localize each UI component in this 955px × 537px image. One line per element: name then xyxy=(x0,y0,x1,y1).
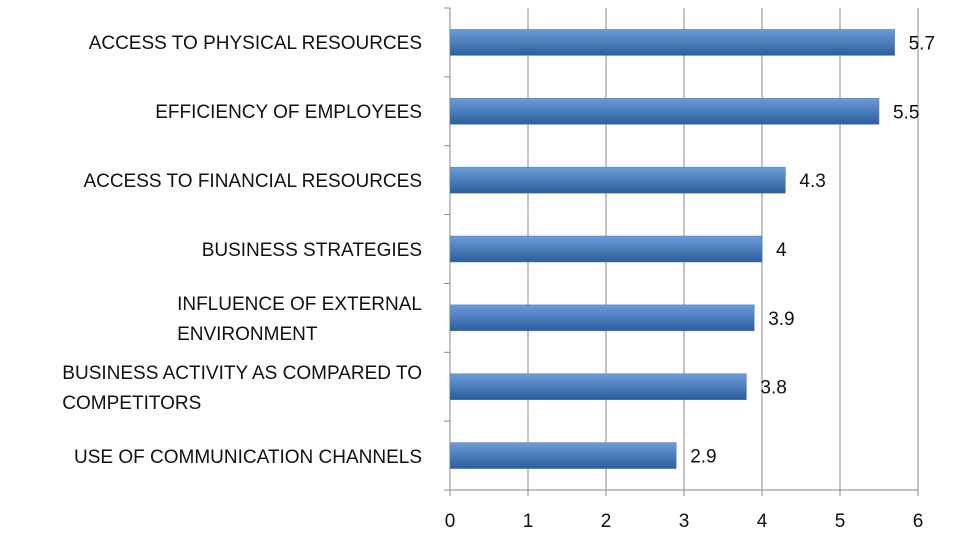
category-text: BUSINESS ACTIVITY AS COMPARED TO COMPETI… xyxy=(62,362,422,414)
category-text: USE OF COMMUNICATION CHANNELS xyxy=(73,446,422,468)
bar xyxy=(449,373,747,400)
value-label: 5.5 xyxy=(893,102,919,123)
category-text: INFLUENCE OF EXTERNAL ENVIRONMENT xyxy=(177,293,422,345)
bar xyxy=(449,235,763,263)
value-label: 5.7 xyxy=(909,33,935,54)
category-text: BUSINESS STRATEGIES xyxy=(201,240,422,261)
x-tick-label: 6 xyxy=(913,511,924,532)
value-label: 3.9 xyxy=(768,309,794,330)
category-label: USE OF COMMUNICATION CHANNELS xyxy=(0,443,422,473)
category-label: ACCESS TO FINANCIAL RESOURCES xyxy=(0,167,422,197)
bar xyxy=(449,29,895,56)
category-label: BUSINESS STRATEGIES xyxy=(0,236,422,266)
category-label: BUSINESS ACTIVITY AS COMPARED TO COMPETI… xyxy=(0,359,422,419)
bar xyxy=(449,304,755,332)
x-tick-label: 5 xyxy=(835,511,846,532)
category-text: ACCESS TO PHYSICAL RESOURCES xyxy=(88,33,422,55)
bar xyxy=(449,98,880,125)
category-text: ACCESS TO FINANCIAL RESOURCES xyxy=(83,171,422,193)
x-tick-label: 3 xyxy=(679,511,690,532)
x-tick-label: 1 xyxy=(523,511,534,532)
bar xyxy=(449,442,677,469)
category-label: ACCESS TO PHYSICAL RESOURCES xyxy=(0,29,422,59)
bar xyxy=(449,166,786,194)
x-tick-label: 0 xyxy=(445,511,456,532)
category-text: EFFICIENCY OF EMPLOYEES xyxy=(155,102,422,124)
value-label: 2.9 xyxy=(690,447,716,468)
category-label: EFFICIENCY OF EMPLOYEES xyxy=(0,98,422,128)
x-tick-label: 4 xyxy=(757,511,768,532)
category-label: INFLUENCE OF EXTERNAL ENVIRONMENT xyxy=(0,290,422,350)
value-label: 4.3 xyxy=(799,171,825,192)
x-tick-label: 2 xyxy=(601,511,612,532)
value-label: 3.8 xyxy=(760,378,786,399)
value-label: 4 xyxy=(776,240,787,261)
